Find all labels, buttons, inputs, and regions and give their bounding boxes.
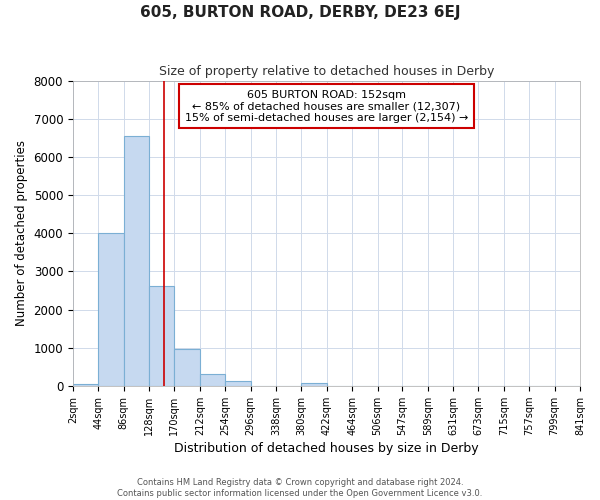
Text: 605, BURTON ROAD, DERBY, DE23 6EJ: 605, BURTON ROAD, DERBY, DE23 6EJ	[140, 5, 460, 20]
Title: Size of property relative to detached houses in Derby: Size of property relative to detached ho…	[159, 65, 494, 78]
X-axis label: Distribution of detached houses by size in Derby: Distribution of detached houses by size …	[174, 442, 479, 455]
Y-axis label: Number of detached properties: Number of detached properties	[15, 140, 28, 326]
Bar	[225, 381, 251, 386]
Bar	[149, 286, 175, 386]
Bar	[98, 233, 124, 386]
Bar	[73, 384, 98, 386]
Text: Contains HM Land Registry data © Crown copyright and database right 2024.
Contai: Contains HM Land Registry data © Crown c…	[118, 478, 482, 498]
Bar	[301, 383, 327, 386]
Bar	[124, 136, 149, 386]
Bar	[200, 374, 225, 386]
Text: 605 BURTON ROAD: 152sqm
← 85% of detached houses are smaller (12,307)
15% of sem: 605 BURTON ROAD: 152sqm ← 85% of detache…	[185, 90, 468, 123]
Bar	[175, 349, 200, 386]
